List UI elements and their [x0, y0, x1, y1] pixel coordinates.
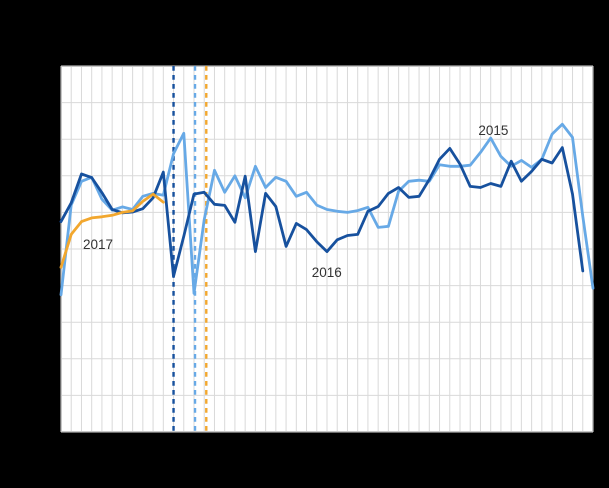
data-series-lines [59, 122, 595, 297]
series-label-2016: 2016 [312, 265, 342, 280]
plot-border [61, 66, 593, 432]
grid-lines [60, 65, 594, 433]
series-line-2016 [59, 146, 585, 278]
series-label-2017: 2017 [83, 237, 113, 252]
series-line-2015 [59, 122, 595, 297]
series-line-2017 [59, 192, 165, 269]
dashed-year-markers [172, 66, 208, 432]
series-year-labels: 2017 2016 2015 [83, 123, 508, 280]
series-label-2015: 2015 [478, 123, 508, 138]
